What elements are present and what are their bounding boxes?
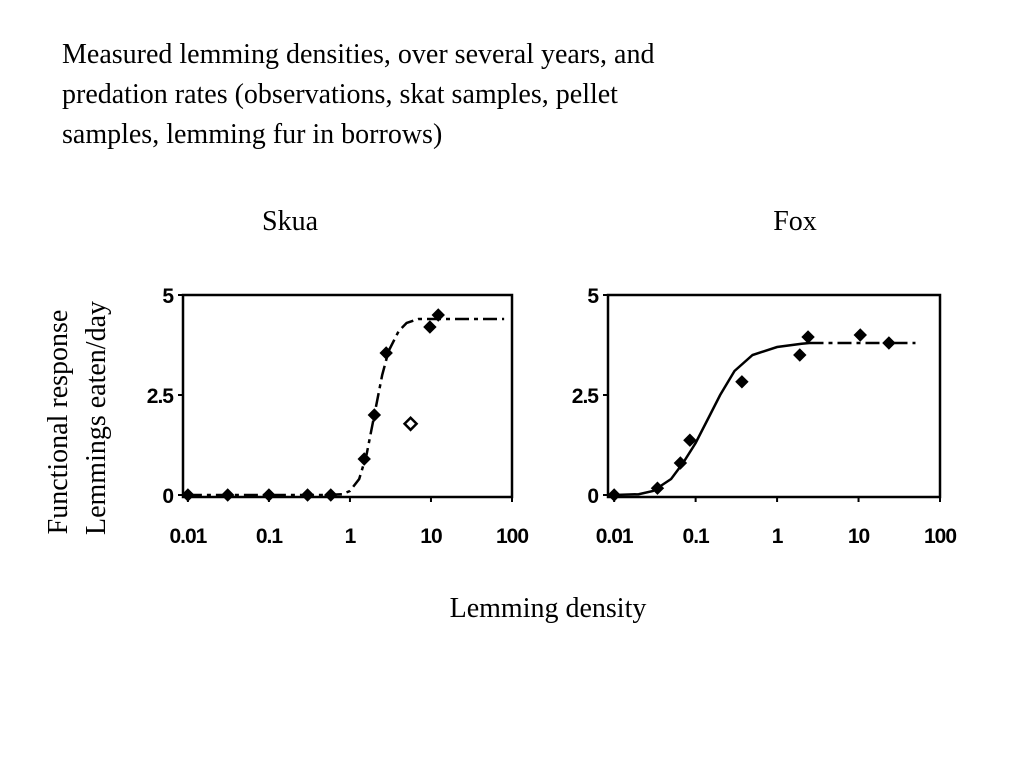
y-axis-label: Functional response <box>43 310 74 535</box>
point <box>683 433 697 447</box>
plot-frame <box>181 293 514 499</box>
point <box>423 320 437 334</box>
title-line: Measured lemming densities, over several… <box>62 39 654 70</box>
point <box>882 336 896 350</box>
point <box>181 488 195 502</box>
point <box>793 348 807 362</box>
point <box>221 488 235 502</box>
plot-frame <box>606 293 942 499</box>
y-tick-label: 2.5 <box>572 385 600 408</box>
x-tick-label: 0.1 <box>256 525 284 548</box>
y-tick-label: 0 <box>587 485 598 508</box>
x-tick-label: 10 <box>420 525 442 548</box>
point <box>853 328 867 342</box>
title-line: samples, lemming fur in borrows) <box>62 119 442 150</box>
point <box>324 488 338 502</box>
x-tick-label: 100 <box>924 525 956 548</box>
title-line: predation rates (observations, skat samp… <box>62 79 618 110</box>
x-tick-label: 1 <box>772 525 784 548</box>
y-tick-label: 5 <box>162 285 174 308</box>
fit-curve <box>614 341 810 497</box>
point <box>673 456 688 470</box>
point <box>357 452 371 466</box>
chart-title: Fox <box>773 206 817 237</box>
x-tick-label: 0.1 <box>683 525 711 548</box>
y-tick-label: 5 <box>587 285 599 308</box>
y-tick-label: 0 <box>162 485 173 508</box>
y-tick-label: 2.5 <box>147 385 175 408</box>
point <box>801 330 815 344</box>
x-axis-label: Lemming density <box>450 593 647 624</box>
point <box>607 488 621 502</box>
point <box>367 408 382 422</box>
fit-curve <box>187 317 505 497</box>
x-tick-label: 0.01 <box>596 525 634 548</box>
point <box>735 375 749 389</box>
x-tick-label: 0.01 <box>169 525 207 548</box>
point <box>650 481 665 495</box>
point <box>300 488 315 502</box>
point <box>379 346 393 360</box>
y-axis-label: Lemmings eaten/day <box>81 301 112 535</box>
x-tick-label: 10 <box>848 525 870 548</box>
chart-title: Skua <box>262 206 319 237</box>
open-point <box>402 416 419 432</box>
point <box>431 308 445 322</box>
point <box>262 488 276 502</box>
x-tick-label: 100 <box>496 525 528 548</box>
x-tick-label: 1 <box>345 525 357 548</box>
